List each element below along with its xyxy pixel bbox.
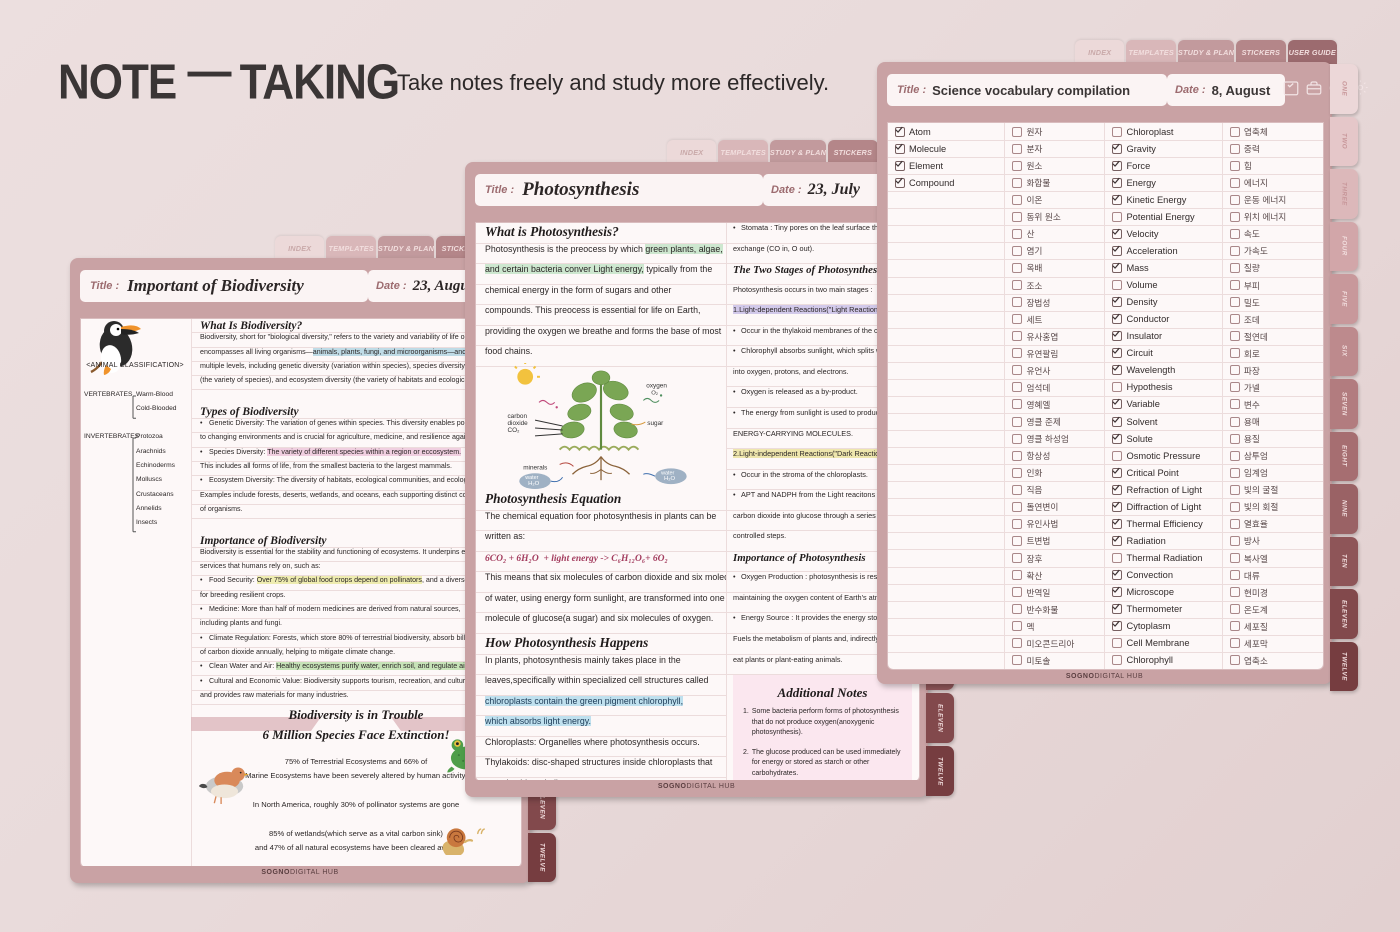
svg-text:oxygen: oxygen <box>646 383 667 390</box>
svg-text:H₂O: H₂O <box>664 476 676 482</box>
svg-text:O₂: O₂ <box>651 391 658 397</box>
svg-text:sugar: sugar <box>647 420 664 427</box>
svg-text:H₂O: H₂O <box>528 481 540 487</box>
svg-text:CO₂: CO₂ <box>507 427 520 434</box>
svg-text:minerals: minerals <box>523 464 547 471</box>
